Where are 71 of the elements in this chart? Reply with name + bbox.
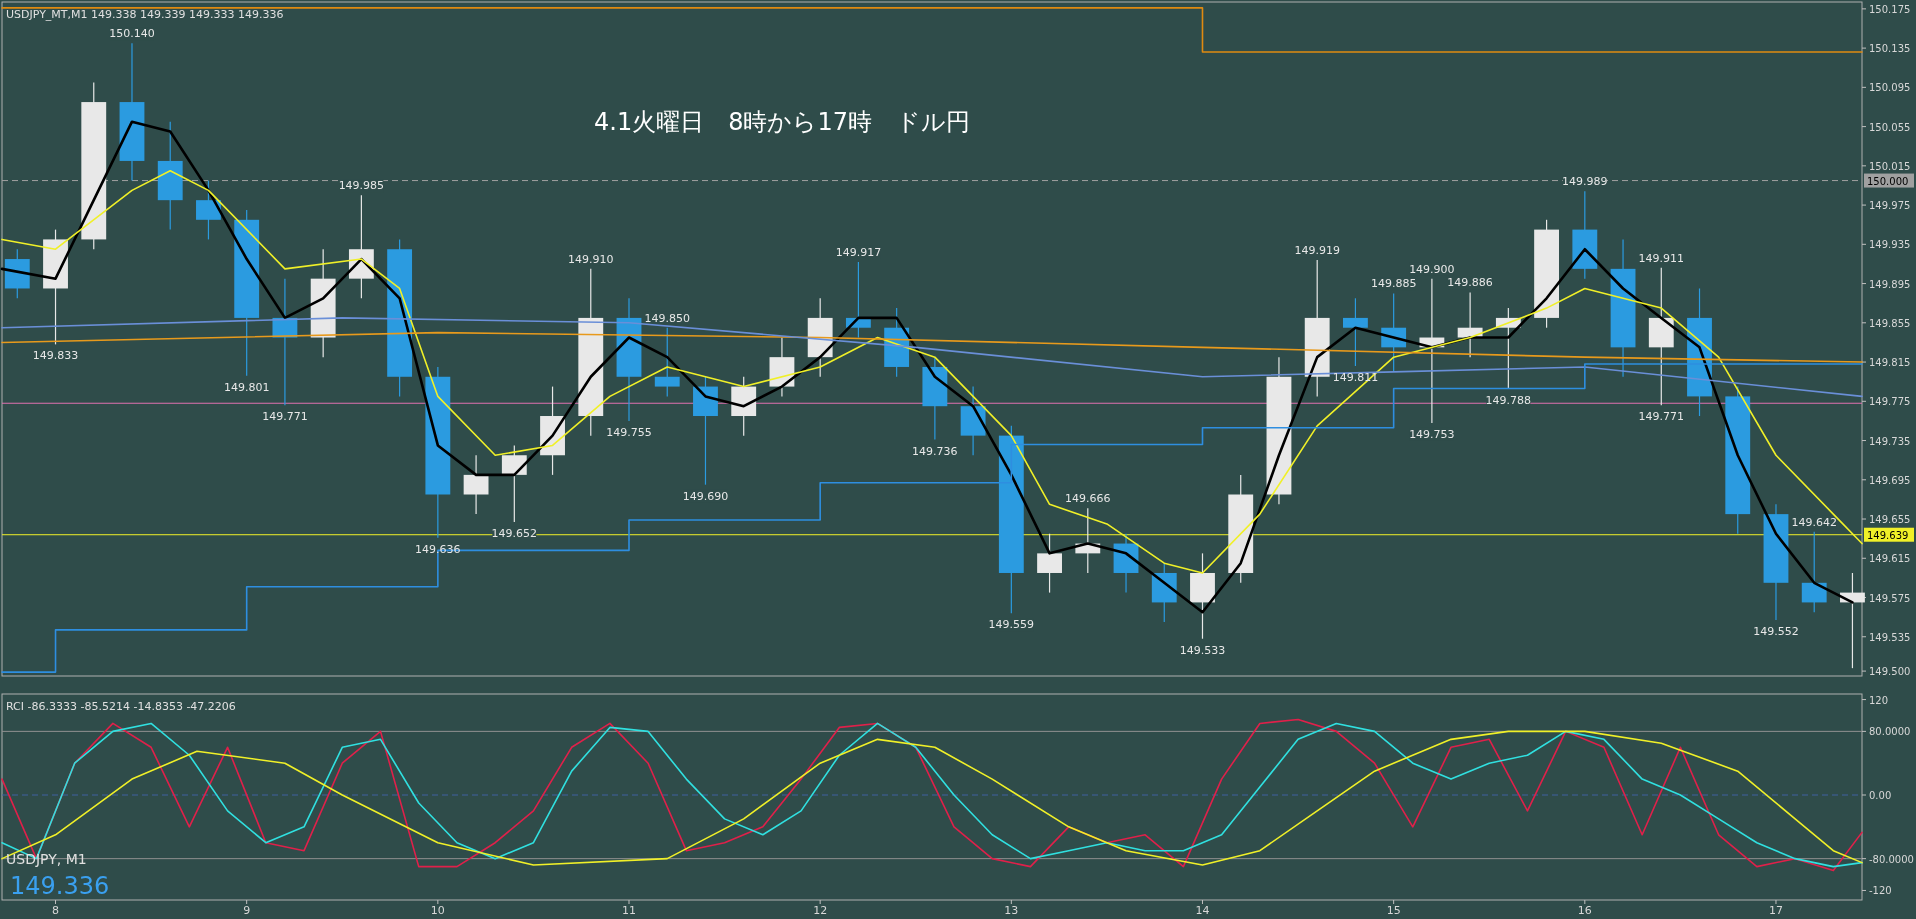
y-tick-label: 150.135 <box>1869 43 1911 55</box>
y-tick-label: 149.975 <box>1869 200 1911 212</box>
y-tick-label: 149.775 <box>1869 396 1911 408</box>
annotation: 149.900 <box>1409 262 1455 276</box>
y-tick-label: 120 <box>1869 694 1889 706</box>
annotation: 149.336 <box>10 872 110 900</box>
annotation: 149.771 <box>1638 410 1685 424</box>
y-tick-label: 149.535 <box>1869 631 1911 643</box>
annotation: 149.910 <box>568 252 614 266</box>
y-tick-label: 0.00 <box>1869 790 1892 802</box>
annotation: 149.636 <box>415 542 461 556</box>
annotation: 149.736 <box>912 444 958 458</box>
annotation: 149.788 <box>1485 393 1532 407</box>
y-tick-label: 149.695 <box>1869 474 1911 486</box>
annotation: 149.690 <box>682 489 729 503</box>
y-tick-label: 149.815 <box>1869 357 1911 369</box>
annotation: 149.771 <box>262 410 308 424</box>
annotation: 149.989 <box>1562 175 1608 189</box>
x-tick-label: 14 <box>1195 904 1210 917</box>
annotation: 149.552 <box>1753 625 1799 639</box>
y-tick-label: 150.055 <box>1869 121 1911 133</box>
annotation: 149.755 <box>606 425 652 439</box>
annotation: USDJPY_MT,M1 149.338 149.339 149.333 149.336 <box>6 8 284 21</box>
y-tick-label: 149.855 <box>1869 317 1911 329</box>
y-tick-label: 149.500 <box>1869 666 1911 678</box>
annotation: 149.886 <box>1447 276 1493 290</box>
annotation: 149.533 <box>1179 643 1226 657</box>
annotation: 149.801 <box>223 380 270 394</box>
candlestick <box>1343 297 1368 367</box>
annotation: 149.917 <box>835 245 882 259</box>
annotation: 149.753 <box>1409 427 1455 441</box>
ref-line-label: 150.000 <box>1867 175 1909 187</box>
line-series <box>1 169 1863 574</box>
x-tick-label: 10 <box>430 904 445 917</box>
y-tick-label: 149.735 <box>1869 435 1911 447</box>
annotation: 149.652 <box>491 526 538 540</box>
y-tick-label: 149.895 <box>1869 278 1911 290</box>
x-tick-label: 9 <box>243 904 251 917</box>
y-tick-label: 149.935 <box>1869 239 1911 251</box>
annotation: 149.559 <box>988 618 1035 632</box>
y-tick-label: 149.615 <box>1869 553 1911 565</box>
annotation: 149.833 <box>32 349 79 363</box>
x-tick-label: 16 <box>1577 904 1592 917</box>
y-tick-label: 150.175 <box>1869 3 1911 15</box>
ref-line-label: 149.639 <box>1867 529 1909 541</box>
y-tick-label: 149.655 <box>1869 514 1911 526</box>
y-tick-label: 150.015 <box>1869 160 1911 172</box>
x-tick-label: 11 <box>622 904 637 917</box>
annotation: 150.140 <box>109 27 155 41</box>
x-tick-label: 12 <box>813 904 828 917</box>
annotation: 149.642 <box>1791 515 1837 529</box>
x-tick-label: 15 <box>1386 904 1401 917</box>
x-tick-label: 8 <box>52 904 60 917</box>
candlestick <box>654 327 680 397</box>
annotation: 149.985 <box>338 179 385 193</box>
x-tick-label: 13 <box>1004 904 1019 917</box>
annotation: 149.666 <box>1065 492 1111 506</box>
x-tick-label: 17 <box>1768 904 1783 917</box>
annotation: 149.850 <box>644 311 690 325</box>
y-tick-label: 150.095 <box>1869 82 1911 94</box>
y-tick-label: -80.0000 <box>1869 853 1914 865</box>
annotation: USDJPY, M1 <box>6 851 87 867</box>
text: 4.1火曜日 8時から17時 ドル円 <box>594 108 970 136</box>
y-tick-label: -120 <box>1869 885 1892 897</box>
y-tick-label: 80.0000 <box>1869 726 1911 738</box>
annotation: 149.911 <box>1638 251 1685 265</box>
y-tick-label: 149.575 <box>1869 592 1911 604</box>
line-series <box>1 331 1863 363</box>
annotation: 149.919 <box>1294 244 1340 258</box>
annotation: 149.885 <box>1370 277 1417 291</box>
annotation: RCI -86.3333 -85.5214 -14.8353 -47.2206 <box>6 700 236 713</box>
